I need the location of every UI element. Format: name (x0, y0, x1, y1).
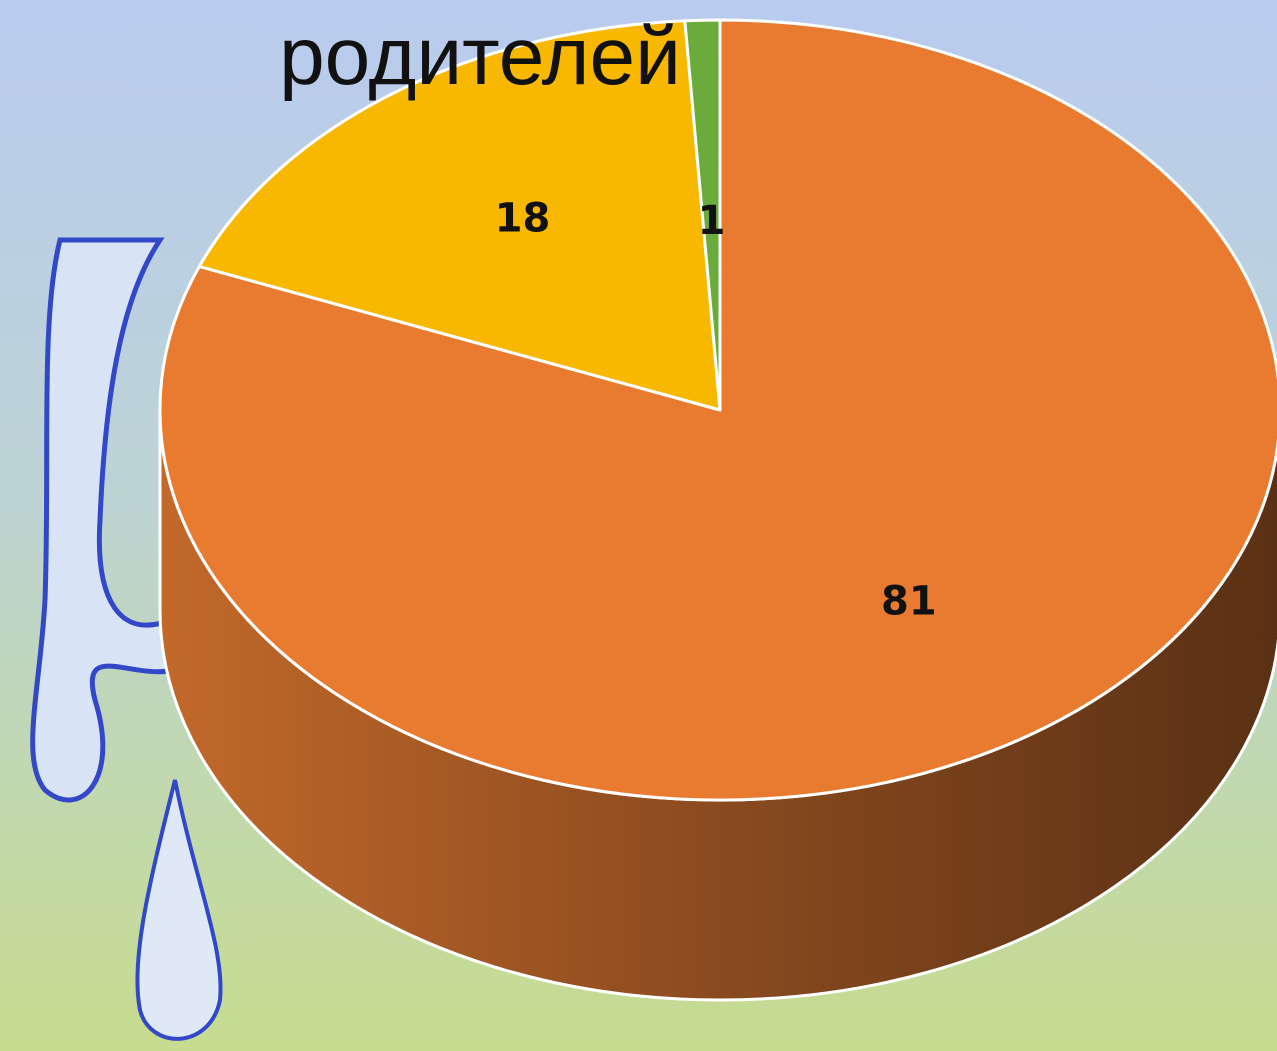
pie: 81 18 1 (160, 20, 1277, 1000)
chart: 81 18 1 родителей (0, 0, 1277, 1051)
chart-title: родителей (279, 11, 681, 102)
page: 81181 родителей (() => { const data = JS… (0, 0, 1277, 1051)
data-label: 18 (495, 196, 551, 242)
data-label: 1 (698, 198, 726, 244)
data-label: 81 (881, 579, 937, 625)
